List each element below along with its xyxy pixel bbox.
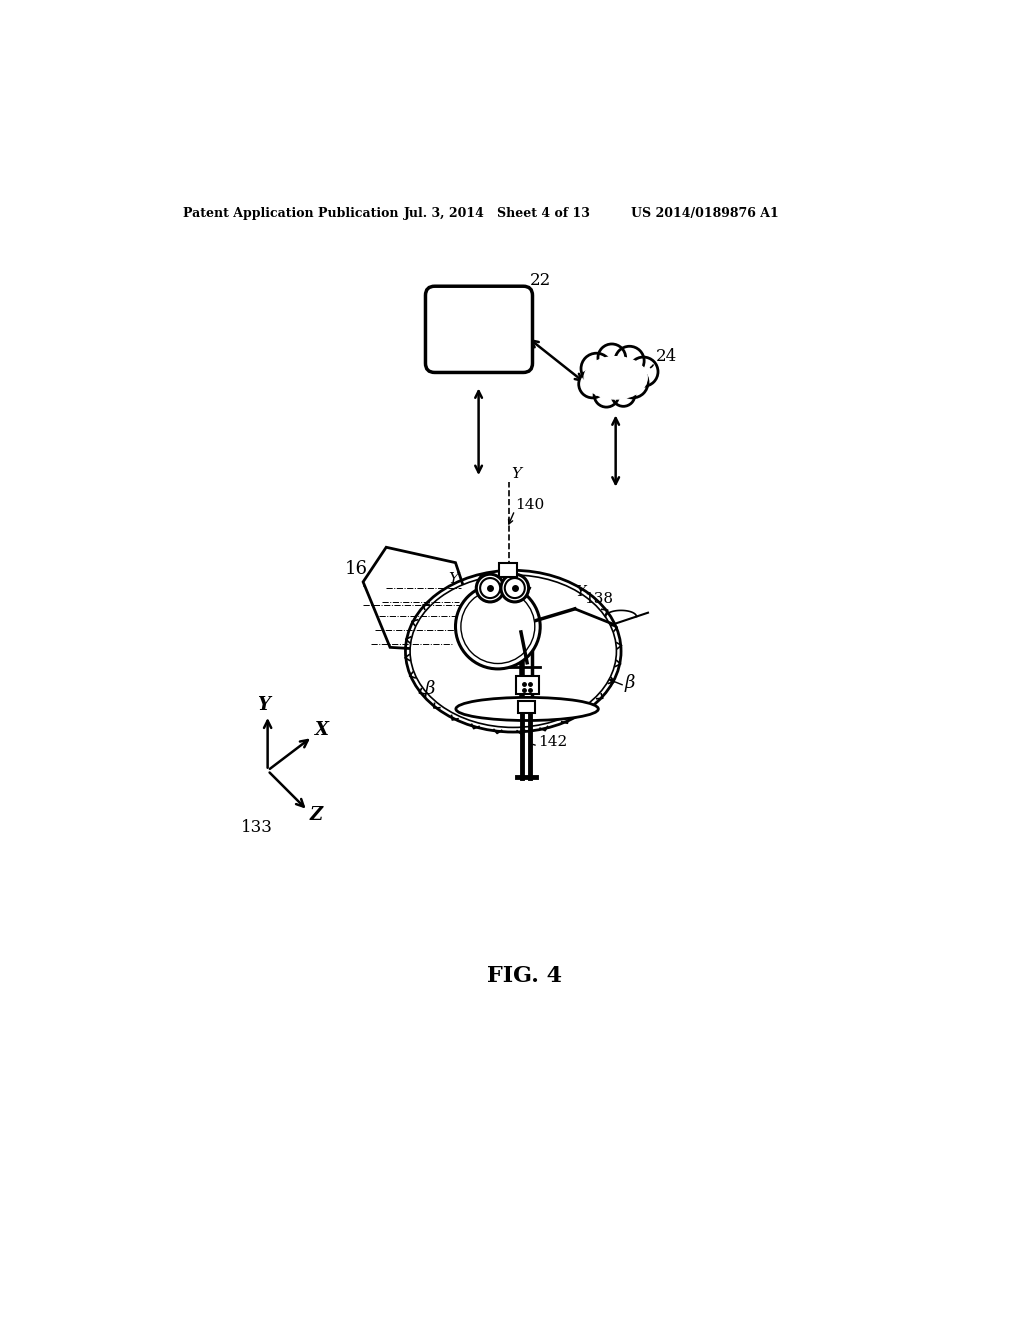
Circle shape (614, 346, 644, 376)
Circle shape (461, 590, 535, 664)
Text: 133: 133 (241, 820, 272, 836)
Text: X: X (315, 721, 330, 739)
Circle shape (505, 578, 524, 598)
FancyBboxPatch shape (515, 676, 539, 694)
Polygon shape (364, 548, 471, 651)
Circle shape (596, 358, 636, 397)
Text: Y: Y (574, 585, 585, 599)
Text: Patent Application Publication: Patent Application Publication (183, 207, 398, 220)
Circle shape (579, 370, 606, 397)
Circle shape (629, 358, 658, 387)
Text: Z: Z (309, 805, 323, 824)
Text: 138: 138 (584, 593, 613, 606)
Circle shape (598, 345, 626, 372)
Text: 16: 16 (345, 560, 368, 578)
Text: US 2014/0189876 A1: US 2014/0189876 A1 (631, 207, 779, 220)
Circle shape (501, 574, 528, 602)
Circle shape (480, 578, 500, 598)
Circle shape (476, 574, 504, 602)
Text: 22: 22 (529, 272, 551, 289)
Ellipse shape (410, 576, 616, 727)
Text: FIG. 4: FIG. 4 (487, 965, 562, 987)
Text: Y: Y (257, 697, 269, 714)
Text: Y: Y (512, 467, 522, 480)
Ellipse shape (456, 697, 598, 721)
FancyBboxPatch shape (499, 564, 517, 577)
FancyBboxPatch shape (425, 286, 532, 372)
Circle shape (456, 585, 541, 669)
Text: Jul. 3, 2014   Sheet 4 of 13: Jul. 3, 2014 Sheet 4 of 13 (403, 207, 591, 220)
Text: β: β (425, 680, 435, 697)
Circle shape (581, 354, 611, 384)
Text: 140: 140 (515, 498, 544, 512)
Circle shape (611, 383, 635, 407)
Text: 142: 142 (538, 735, 567, 748)
Ellipse shape (584, 356, 647, 399)
Text: β: β (625, 675, 635, 692)
Circle shape (617, 367, 648, 397)
Text: 24: 24 (655, 348, 677, 364)
Text: Y: Y (447, 573, 458, 586)
Circle shape (594, 383, 618, 407)
FancyBboxPatch shape (518, 701, 535, 713)
